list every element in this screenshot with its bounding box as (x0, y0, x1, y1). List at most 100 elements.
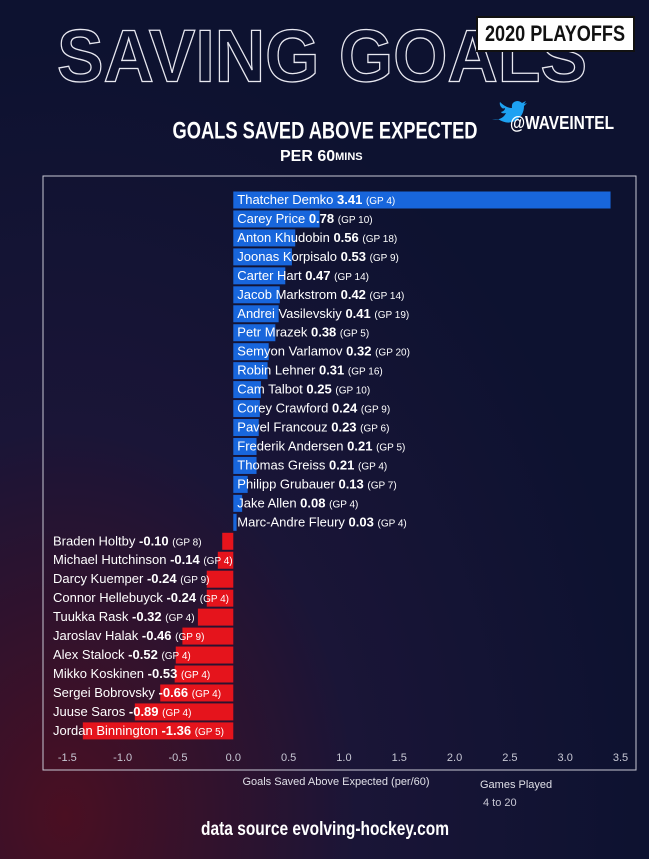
bar (233, 324, 276, 342)
player-name: Corey Crawford (237, 401, 328, 416)
value-label: -0.24 (147, 572, 177, 587)
player-name: Alex Stalock (53, 647, 125, 662)
bar-label: Philipp Grubauer 0.13 (GP 7) (237, 477, 396, 492)
bar (217, 551, 234, 569)
value-label: 0.42 (341, 287, 366, 302)
bar-label: Alex Stalock -0.52 (GP 4) (53, 647, 191, 662)
value-label: -0.52 (128, 647, 158, 662)
gp-label: (GP 14) (370, 290, 405, 301)
source: data source evolving-hockey.com (201, 819, 449, 840)
player-name: Jake Allen (237, 496, 296, 511)
gp-label: (GP 19) (374, 309, 409, 320)
bar-label: Petr Mrazek 0.38 (GP 5) (237, 325, 369, 340)
bar (233, 400, 260, 418)
player-name: Mikko Koskinen (53, 666, 144, 681)
gp-label: (GP 4) (165, 613, 194, 624)
bar (206, 589, 234, 607)
gp-label: (GP 6) (360, 423, 389, 434)
bar-label: Semyon Varlamov 0.32 (GP 20) (237, 344, 410, 359)
player-name: Thatcher Demko (237, 192, 333, 207)
player-name: Michael Hutchinson (53, 553, 166, 568)
value-label: -0.53 (148, 666, 178, 681)
x-tick-label: -1.0 (113, 752, 132, 764)
x-tick-label: 1.5 (392, 752, 407, 764)
value-label: 0.23 (331, 420, 356, 435)
plot-frame (42, 175, 637, 771)
legend-range: 4 to 20 (483, 797, 517, 809)
x-axis-label: Goals Saved Above Expected (per/60) (242, 776, 429, 788)
gp-label: (GP 4) (192, 689, 221, 700)
bar-label: Darcy Kuemper -0.24 (GP 9) (53, 572, 209, 587)
player-name: Juuse Saros (53, 704, 126, 719)
gp-label: (GP 4) (377, 518, 406, 529)
player-name: Connor Hellebuyck (53, 591, 163, 606)
bar (175, 646, 234, 664)
bar (233, 456, 257, 474)
bar-label: Carter Hart 0.47 (GP 14) (237, 268, 369, 283)
gp-label: (GP 14) (334, 271, 369, 282)
player-name: Philipp Grubauer (237, 477, 335, 492)
x-tick-label: 2.0 (447, 752, 462, 764)
bar (233, 381, 261, 399)
bar (206, 570, 234, 588)
bar (222, 532, 234, 550)
gp-label: (GP 4) (203, 556, 232, 567)
player-name: Robin Lehner (237, 363, 316, 378)
subtitle2-suffix: MINS (335, 151, 363, 163)
player-name: Semyon Varlamov (237, 344, 343, 359)
bar-label: Mikko Koskinen -0.53 (GP 4) (53, 666, 210, 681)
bar-label: Pavel Francouz 0.23 (GP 6) (237, 420, 389, 435)
player-name: Jordan Binnington (53, 723, 158, 738)
value-label: -0.24 (166, 591, 196, 606)
value-label: -0.14 (170, 553, 200, 568)
value-label: 0.03 (349, 515, 374, 530)
value-label: -0.46 (142, 629, 172, 644)
bar (134, 703, 234, 721)
player-name: Marc-Andre Fleury (237, 515, 345, 530)
value-label: 0.13 (338, 477, 363, 492)
x-tick-label: 1.0 (336, 752, 351, 764)
value-label: 3.41 (337, 192, 362, 207)
gp-label: (GP 7) (367, 480, 396, 491)
bar (160, 684, 234, 702)
bar-label: Frederik Andersen 0.21 (GP 5) (237, 439, 405, 454)
twitter-icon (492, 101, 527, 123)
value-label: -1.36 (161, 723, 191, 738)
player-name: Jacob Markstrom (237, 287, 337, 302)
bar-label: Sergei Bobrovsky -0.66 (GP 4) (53, 685, 221, 700)
bar (233, 267, 286, 285)
bar (233, 343, 269, 361)
value-label: 0.47 (305, 268, 330, 283)
x-tick-label: 0.0 (226, 752, 241, 764)
value-label: 0.21 (329, 458, 354, 473)
bar (233, 229, 296, 247)
player-name: Sergei Bobrovsky (53, 685, 155, 700)
gp-label: (GP 5) (195, 727, 224, 738)
gp-label: (GP 4) (329, 499, 358, 510)
player-name: Carter Hart (237, 268, 302, 283)
gp-label: (GP 4) (161, 651, 190, 662)
x-tick-label: 2.5 (502, 752, 517, 764)
handle: @WAVEINTEL (510, 113, 614, 133)
player-name: Braden Holtby (53, 534, 136, 549)
bar (233, 210, 320, 228)
bar-label: Robin Lehner 0.31 (GP 16) (237, 363, 382, 378)
bar-label: Anton Khudobin 0.56 (GP 18) (237, 230, 397, 245)
bar-label: Thatcher Demko 3.41 (GP 4) (237, 192, 395, 207)
value-label: -0.32 (132, 610, 162, 625)
bar (233, 248, 292, 266)
bar (197, 608, 234, 626)
value-label: 0.32 (346, 344, 371, 359)
bar-label: Andrei Vasilevskiy 0.41 (GP 19) (237, 306, 409, 321)
player-name: Cam Talbot (237, 382, 303, 397)
player-name: Carey Price (237, 211, 305, 226)
bar-label: Michael Hutchinson -0.14 (GP 4) (53, 553, 233, 568)
bar-label: Joonas Korpisalo 0.53 (GP 9) (237, 249, 399, 264)
gp-label: (GP 10) (338, 215, 373, 226)
player-name: Anton Khudobin (237, 230, 330, 245)
bar-label: Thomas Greiss 0.21 (GP 4) (237, 458, 387, 473)
bar (82, 722, 234, 740)
